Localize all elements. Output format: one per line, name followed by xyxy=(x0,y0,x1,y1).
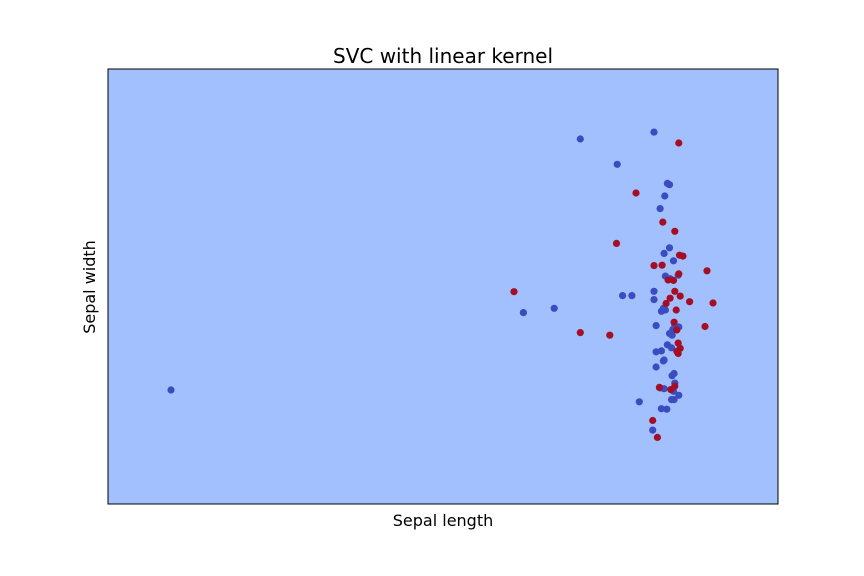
data-point-class0-13 xyxy=(619,292,627,300)
data-point-class0-15 xyxy=(650,287,658,295)
data-point-class0-28 xyxy=(657,347,666,355)
data-point-class0-40 xyxy=(657,405,666,413)
data-point-class1-2 xyxy=(659,218,667,226)
decision-region xyxy=(108,69,778,504)
data-point-class0-9 xyxy=(669,257,678,265)
data-point-class1-11 xyxy=(664,276,672,284)
data-point-class0-0 xyxy=(576,135,584,143)
data-point-class1-8 xyxy=(658,261,666,269)
data-point-class1-19 xyxy=(672,306,680,314)
x-axis-label: Sepal length xyxy=(393,511,494,530)
data-point-class1-18 xyxy=(709,299,717,307)
data-point-class1-21 xyxy=(670,318,678,326)
data-point-class1-1 xyxy=(632,189,640,197)
data-point-class1-6 xyxy=(679,252,687,260)
data-point-class0-25 xyxy=(668,331,676,339)
data-point-class1-24 xyxy=(576,329,584,337)
data-point-class0-1 xyxy=(650,128,658,136)
data-point-class0-48 xyxy=(167,386,175,394)
data-point-class0-44 xyxy=(635,398,643,406)
data-point-class1-34 xyxy=(653,433,662,441)
data-point-class0-31 xyxy=(659,357,668,365)
data-point-class0-32 xyxy=(652,363,660,371)
data-point-class1-14 xyxy=(676,292,684,300)
data-point-class0-38 xyxy=(670,396,678,404)
data-point-class1-33 xyxy=(649,416,657,425)
data-point-class0-27 xyxy=(667,344,676,352)
data-point-class1-17 xyxy=(662,299,670,308)
data-point-class0-19 xyxy=(661,306,670,314)
data-point-class0-8 xyxy=(660,249,668,257)
data-point-class0-36 xyxy=(675,391,683,399)
data-point-class1-25 xyxy=(606,331,614,339)
data-point-class1-15 xyxy=(666,294,674,302)
data-point-class0-5 xyxy=(661,192,669,200)
data-point-class1-32 xyxy=(667,386,675,394)
data-point-class0-7 xyxy=(665,244,674,252)
data-point-class0-43 xyxy=(668,372,676,380)
data-point-class1-4 xyxy=(612,239,621,247)
data-point-class0-23 xyxy=(652,322,660,330)
data-point-class0-14 xyxy=(628,292,636,300)
data-point-class0-16 xyxy=(650,296,658,304)
data-point-class0-47 xyxy=(550,304,558,312)
data-point-class1-3 xyxy=(671,227,679,235)
data-point-class0-29 xyxy=(652,348,660,356)
data-point-class1-9 xyxy=(703,267,711,275)
data-point-class1-12 xyxy=(669,276,678,284)
scatter-points xyxy=(167,128,717,441)
data-point-class1-29 xyxy=(674,349,682,358)
data-point-class1-31 xyxy=(655,383,664,391)
data-point-class1-10 xyxy=(675,270,683,278)
data-point-class1-23 xyxy=(673,326,681,334)
data-point-class0-45 xyxy=(649,426,657,434)
data-point-class0-4 xyxy=(665,181,674,189)
data-point-class1-7 xyxy=(650,262,658,270)
y-axis-label: Sepal width xyxy=(80,240,99,334)
data-point-class1-22 xyxy=(701,322,709,331)
data-point-class1-16 xyxy=(686,298,694,306)
data-point-class1-20 xyxy=(510,288,518,296)
axes-frame xyxy=(107,68,779,505)
data-point-class0-6 xyxy=(656,205,664,213)
data-point-class0-46 xyxy=(519,309,528,317)
data-point-class0-2 xyxy=(613,160,621,168)
data-point-class1-0 xyxy=(675,139,683,147)
data-point-class0-39 xyxy=(663,405,671,413)
data-point-class1-13 xyxy=(671,287,679,295)
chart-title: SVC with linear kernel xyxy=(333,44,553,68)
